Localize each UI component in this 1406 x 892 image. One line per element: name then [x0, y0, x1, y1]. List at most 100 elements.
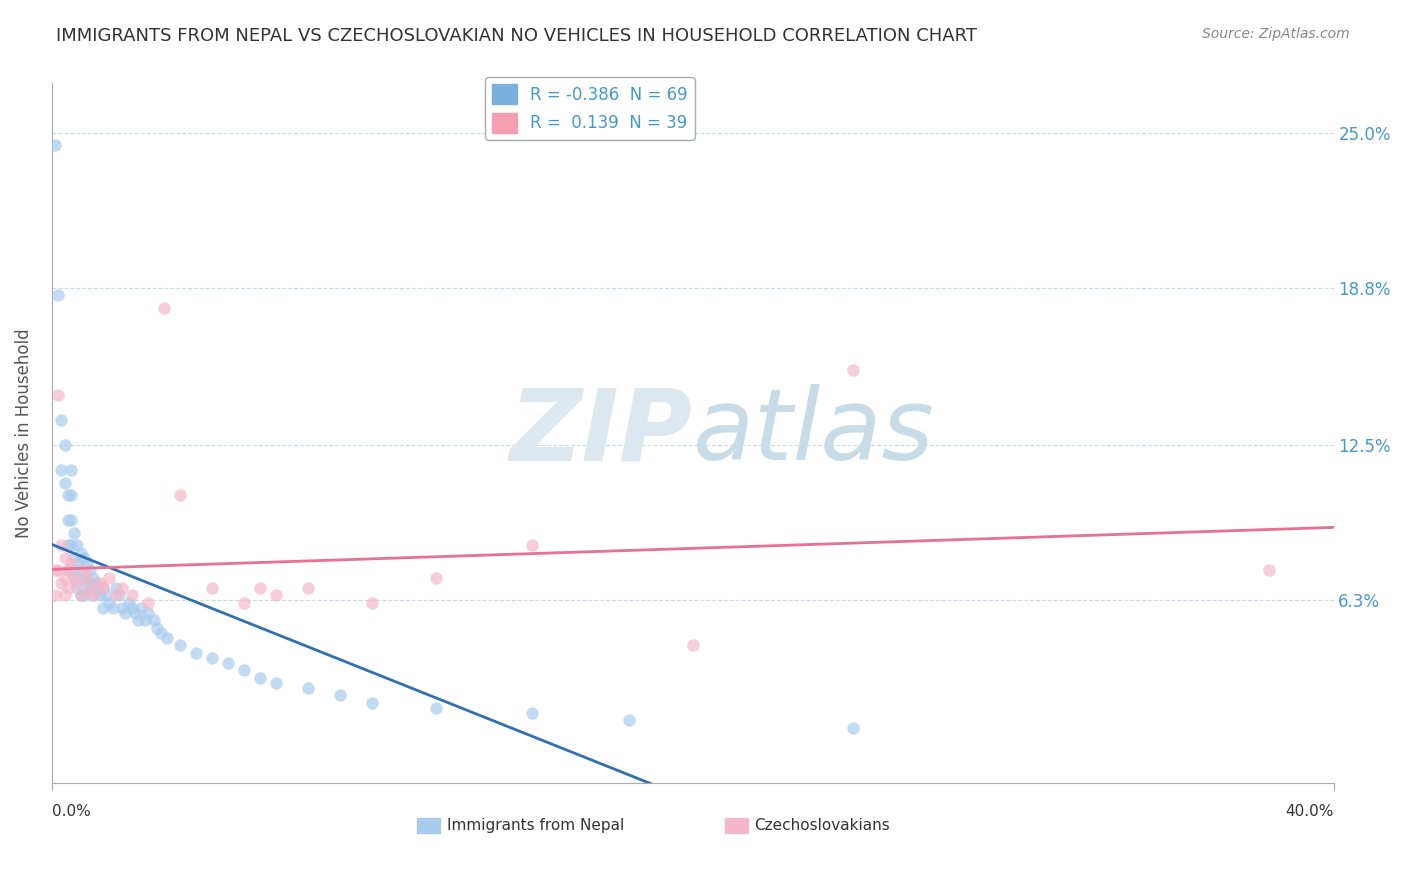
- Point: [233, 664, 256, 678]
- Point: [201, 581, 224, 595]
- Text: 0.0%: 0.0%: [52, 804, 90, 819]
- Point: [121, 589, 143, 603]
- Point: [111, 581, 134, 595]
- Point: [56, 513, 79, 527]
- Point: [56, 538, 79, 552]
- Point: [73, 563, 96, 577]
- Point: [842, 363, 865, 377]
- Point: [69, 563, 91, 577]
- Point: [91, 601, 114, 615]
- Point: [69, 589, 91, 603]
- Point: [134, 614, 156, 628]
- Point: [91, 581, 114, 595]
- Point: [51, 575, 73, 590]
- Point: [264, 589, 287, 603]
- Point: [264, 676, 287, 690]
- Point: [617, 714, 640, 728]
- Point: [184, 646, 207, 660]
- Point: [297, 681, 319, 695]
- Point: [201, 651, 224, 665]
- Point: [169, 488, 191, 502]
- Point: [53, 550, 76, 565]
- Point: [59, 463, 82, 477]
- Point: [73, 571, 96, 585]
- Point: [82, 571, 104, 585]
- Point: [136, 606, 159, 620]
- Point: [76, 556, 98, 570]
- Point: [56, 581, 79, 595]
- Text: atlas: atlas: [693, 384, 934, 482]
- Text: 40.0%: 40.0%: [1285, 804, 1333, 819]
- Point: [156, 631, 179, 645]
- Point: [69, 546, 91, 560]
- Legend: R = -0.386  N = 69, R =  0.139  N = 39: R = -0.386 N = 69, R = 0.139 N = 39: [485, 78, 695, 139]
- Point: [59, 538, 82, 552]
- Point: [53, 589, 76, 603]
- Point: [682, 639, 704, 653]
- Point: [76, 575, 98, 590]
- Point: [86, 575, 108, 590]
- Point: [98, 571, 121, 585]
- Text: ZIP: ZIP: [509, 384, 693, 482]
- Point: [66, 581, 89, 595]
- FancyBboxPatch shape: [418, 818, 440, 833]
- Point: [297, 581, 319, 595]
- Point: [124, 606, 146, 620]
- Text: Czechoslovakians: Czechoslovakians: [754, 818, 890, 833]
- Text: IMMIGRANTS FROM NEPAL VS CZECHOSLOVAKIAN NO VEHICLES IN HOUSEHOLD CORRELATION CH: IMMIGRANTS FROM NEPAL VS CZECHOSLOVAKIAN…: [56, 27, 977, 45]
- Point: [56, 563, 79, 577]
- Point: [76, 571, 98, 585]
- Point: [169, 639, 191, 653]
- Point: [842, 721, 865, 735]
- Point: [143, 614, 166, 628]
- Point: [121, 601, 143, 615]
- Point: [82, 589, 104, 603]
- Point: [56, 488, 79, 502]
- Point: [63, 563, 86, 577]
- Point: [79, 581, 101, 595]
- Point: [329, 689, 352, 703]
- Point: [51, 463, 73, 477]
- Point: [66, 538, 89, 552]
- Point: [131, 601, 153, 615]
- Point: [59, 488, 82, 502]
- Point: [63, 525, 86, 540]
- Text: Immigrants from Nepal: Immigrants from Nepal: [447, 818, 624, 833]
- Point: [425, 571, 447, 585]
- Point: [66, 575, 89, 590]
- Point: [59, 556, 82, 570]
- Point: [44, 563, 66, 577]
- Point: [73, 550, 96, 565]
- Point: [53, 571, 76, 585]
- Point: [217, 656, 239, 670]
- FancyBboxPatch shape: [724, 818, 748, 833]
- Point: [46, 388, 69, 402]
- Point: [56, 563, 79, 577]
- Point: [53, 438, 76, 452]
- Point: [82, 589, 104, 603]
- Point: [66, 556, 89, 570]
- Point: [96, 589, 118, 603]
- Point: [91, 581, 114, 595]
- Point: [149, 626, 172, 640]
- Point: [522, 538, 544, 552]
- Point: [153, 301, 176, 315]
- Point: [425, 701, 447, 715]
- Point: [101, 601, 124, 615]
- Point: [63, 550, 86, 565]
- Point: [361, 596, 384, 610]
- Point: [89, 575, 111, 590]
- Point: [104, 581, 127, 595]
- Point: [44, 138, 66, 153]
- Point: [104, 589, 127, 603]
- Point: [79, 581, 101, 595]
- Point: [522, 706, 544, 720]
- Point: [89, 589, 111, 603]
- Point: [63, 571, 86, 585]
- Point: [1258, 563, 1281, 577]
- Point: [249, 581, 271, 595]
- Point: [111, 601, 134, 615]
- Point: [51, 538, 73, 552]
- Point: [46, 563, 69, 577]
- Point: [63, 571, 86, 585]
